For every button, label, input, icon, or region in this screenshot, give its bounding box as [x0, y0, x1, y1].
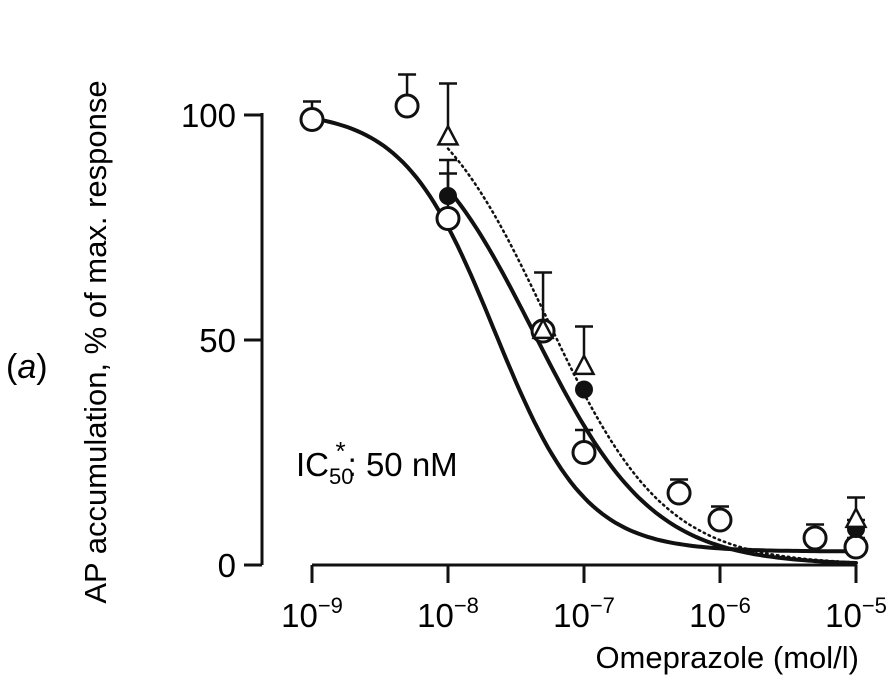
ic50-value: : 50 nM — [347, 446, 458, 483]
filled-circle-point — [575, 380, 593, 399]
x-tick-base: 10 — [417, 597, 454, 634]
x-tick-exponent: −6 — [726, 593, 751, 618]
x-axis-label: Omeprazole (mol/l) — [595, 640, 859, 675]
data-markers — [299, 73, 869, 560]
open-circle-point — [707, 507, 733, 533]
filled-circle-point — [439, 187, 457, 205]
ic50-asterisk: * — [335, 436, 346, 466]
x-tick-label: 10−9 — [281, 593, 343, 634]
y-tick-label: 100 — [181, 97, 236, 134]
open-circle-point — [435, 206, 461, 231]
open-triangle-point — [572, 353, 596, 376]
ic50-subscript: 50 — [329, 464, 354, 489]
ic50-prefix: IC — [296, 446, 329, 483]
x-tick-label: 10−6 — [689, 593, 751, 634]
open-circle-point — [802, 525, 828, 551]
open-triangle-point — [844, 506, 868, 529]
fit-curve-solid — [310, 116, 858, 554]
x-tick-base: 10 — [825, 597, 862, 634]
x-tick-base: 10 — [553, 597, 590, 634]
open-circle-point — [571, 440, 597, 465]
open-triangle-point — [436, 123, 460, 146]
open-triangle-point — [531, 317, 555, 340]
ic50-annotation: IC50*: 50 nM — [296, 436, 458, 490]
y-tick-label: 50 — [199, 322, 236, 359]
y-tick-label: 0 — [218, 547, 236, 584]
x-tick-label: 10−8 — [417, 593, 479, 634]
x-tick-base: 10 — [689, 597, 726, 634]
open-circle-point — [299, 107, 325, 132]
x-tick-exponent: −8 — [454, 593, 479, 618]
x-tick-label: 10−7 — [553, 593, 615, 634]
x-tick-exponent: −9 — [318, 593, 343, 618]
x-tick-exponent: −5 — [862, 593, 887, 618]
x-tick-label: 10−5 — [825, 593, 887, 634]
panel-label: (a) — [6, 348, 48, 386]
fit-curve-solid — [446, 187, 858, 565]
x-tick-base: 10 — [281, 597, 318, 634]
fitted-curves — [310, 116, 858, 565]
open-circle-point — [394, 93, 420, 119]
open-circle-point — [666, 480, 692, 506]
fit-curve-dashed — [446, 147, 858, 564]
open-circle-point — [843, 534, 869, 560]
x-tick-exponent: −7 — [590, 593, 615, 618]
